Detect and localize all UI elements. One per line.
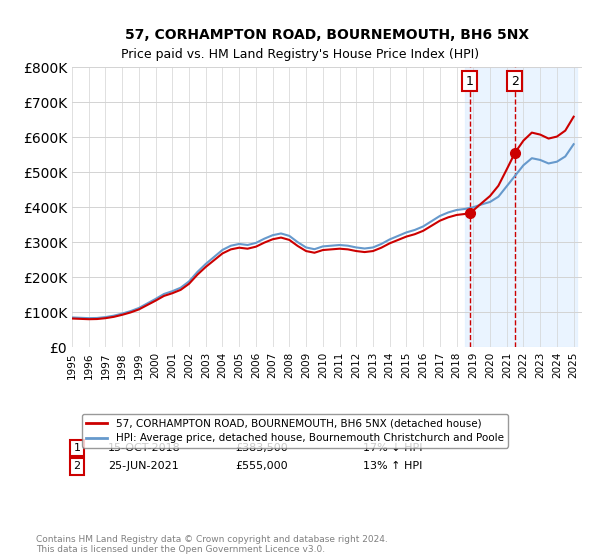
Legend: 57, CORHAMPTON ROAD, BOURNEMOUTH, BH6 5NX (detached house), HPI: Average price, : 57, CORHAMPTON ROAD, BOURNEMOUTH, BH6 5N… bbox=[82, 414, 508, 447]
Text: 15-OCT-2018: 15-OCT-2018 bbox=[108, 443, 181, 453]
Text: 1: 1 bbox=[74, 443, 80, 453]
Text: 2: 2 bbox=[511, 74, 519, 88]
Text: £555,000: £555,000 bbox=[235, 461, 288, 471]
Text: 1: 1 bbox=[466, 74, 474, 88]
Text: £383,500: £383,500 bbox=[235, 443, 288, 453]
Text: 13% ↑ HPI: 13% ↑ HPI bbox=[362, 461, 422, 471]
Text: Contains HM Land Registry data © Crown copyright and database right 2024.
This d: Contains HM Land Registry data © Crown c… bbox=[36, 535, 388, 554]
Bar bbox=[465, 67, 577, 347]
Title: 57, CORHAMPTON ROAD, BOURNEMOUTH, BH6 5NX: 57, CORHAMPTON ROAD, BOURNEMOUTH, BH6 5N… bbox=[125, 29, 529, 43]
Text: 25-JUN-2021: 25-JUN-2021 bbox=[108, 461, 178, 471]
Text: 2: 2 bbox=[74, 461, 80, 471]
Text: 17% ↓ HPI: 17% ↓ HPI bbox=[362, 443, 422, 453]
Text: Price paid vs. HM Land Registry's House Price Index (HPI): Price paid vs. HM Land Registry's House … bbox=[121, 48, 479, 60]
